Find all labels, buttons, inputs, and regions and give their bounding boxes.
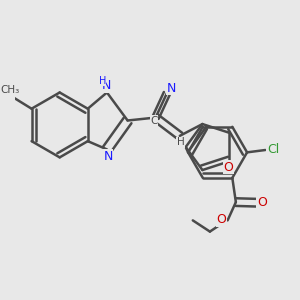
Text: H: H [98, 76, 106, 86]
Text: O: O [216, 213, 226, 226]
Text: CH₃: CH₃ [0, 85, 20, 95]
Text: O: O [257, 196, 267, 209]
Text: N: N [166, 82, 176, 94]
Text: O: O [224, 161, 233, 174]
Text: N: N [103, 150, 113, 163]
Text: H: H [176, 137, 184, 147]
Text: C: C [150, 116, 158, 125]
Text: Cl: Cl [267, 143, 279, 156]
Text: N: N [102, 79, 111, 92]
